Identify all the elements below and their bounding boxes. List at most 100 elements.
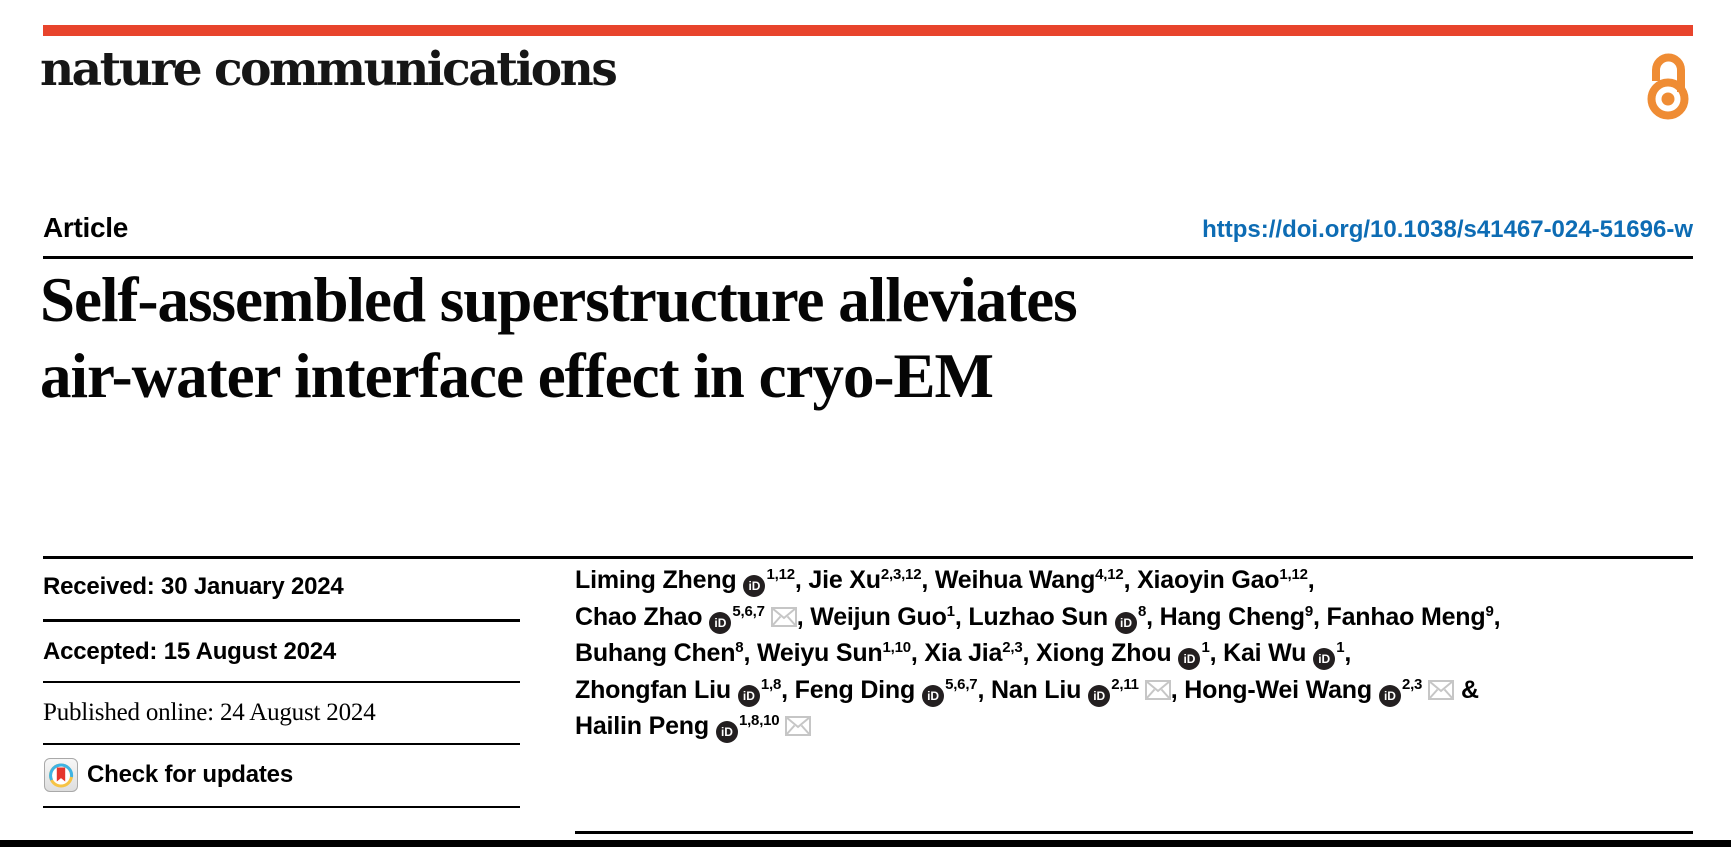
affiliation-superscript: 1,10: [882, 639, 912, 656]
author-name: Zhongfan Liu: [575, 675, 731, 704]
timeline-divider: [43, 806, 520, 808]
timeline-divider: [43, 619, 520, 622]
orcid-icon[interactable]: iD: [922, 684, 945, 707]
article-title: Self-assembled superstructure alleviates…: [40, 262, 1600, 414]
affiliation-superscript: 1,12: [1279, 566, 1308, 583]
author: Xiaoyin Gao1,12,: [1137, 566, 1315, 594]
orcid-icon[interactable]: iD: [1313, 648, 1336, 670]
article-title-line1: Self-assembled superstructure alleviates: [40, 265, 1078, 335]
received-date: Received: 30 January 2024: [43, 573, 344, 600]
author-line: Buhang Chen8, Weiyu Sun1,10, Xia Jia2,3,…: [575, 639, 1700, 676]
author: Weiyu Sun1,10,: [756, 639, 925, 667]
author-name: Hong-Wei Wang: [1184, 675, 1372, 704]
affiliation-superscript: 1: [946, 602, 955, 620]
article-title-line2: air-water interface effect in cryo-EM: [40, 341, 994, 411]
email-icon[interactable]: [770, 605, 797, 634]
affiliation-superscript: 1,8: [760, 675, 782, 693]
open-access-icon: [1641, 44, 1695, 125]
author-name: Nan Liu: [990, 675, 1082, 704]
author-line: Zhongfan Liu iD1,8, Feng Ding iD5,6,7, Nan…: [575, 676, 1700, 713]
journal-logotype: nature communications: [40, 42, 618, 97]
affiliation-superscript: 2,3: [1401, 675, 1423, 693]
author: Weihua Wang4,12,: [934, 566, 1138, 594]
affiliation-superscript: 2,3,12: [880, 566, 922, 583]
orcid-icon[interactable]: iD: [1178, 648, 1201, 670]
timeline-divider: [43, 743, 520, 745]
author-name: Hang Cheng: [1159, 602, 1305, 631]
author-name: Weiyu Sun: [756, 639, 883, 667]
author-line: Hailin Peng iD1,8,10: [575, 712, 1700, 749]
author-name: Weijun Guo: [810, 602, 947, 631]
author: Hong-Wei Wang iD2,3 &: [1184, 675, 1479, 707]
author: Xiong Zhou iD1,: [1036, 639, 1223, 670]
author-line: Chao Zhao iD5,6,7, Weijun Guo1, Luzhao Su…: [575, 603, 1700, 640]
author-name: Weihua Wang: [934, 566, 1096, 594]
affiliation-superscript: 9: [1304, 602, 1314, 620]
orcid-icon[interactable]: iD: [715, 721, 738, 743]
affiliation-superscript: 9: [1485, 602, 1494, 620]
author-line: Liming Zheng iD1,12, Jie Xu2,3,12, Weihua…: [575, 566, 1700, 603]
email-icon[interactable]: [785, 714, 812, 743]
check-for-updates-label: Check for updates: [87, 761, 293, 788]
article-kicker: Article: [43, 212, 129, 243]
author: Nan Liu iD2,11,: [990, 675, 1184, 707]
author-name: Chao Zhao: [575, 602, 703, 631]
affiliation-superscript: 2,11: [1111, 675, 1139, 693]
author-name: Liming Zheng: [575, 566, 737, 594]
author-list: Liming Zheng iD1,12, Jie Xu2,3,12, Weihua…: [575, 566, 1700, 749]
author-name: Buhang Chen: [575, 639, 736, 667]
header-rule: [43, 256, 1693, 259]
author-name: Luzhao Sun: [968, 602, 1108, 631]
orcid-icon[interactable]: iD: [1088, 684, 1111, 707]
author: Fanhao Meng9,: [1326, 602, 1501, 631]
email-icon[interactable]: [1144, 678, 1171, 707]
orcid-icon[interactable]: iD: [743, 575, 766, 597]
orcid-icon[interactable]: iD: [737, 684, 760, 707]
masthead-red-bar: [43, 25, 1693, 36]
orcid-icon[interactable]: iD: [709, 611, 732, 634]
published-date: Published online: 24 August 2024: [43, 699, 376, 726]
affiliation-superscript: 1: [1201, 639, 1210, 656]
author-name: Feng Ding: [794, 675, 916, 704]
orcid-icon[interactable]: iD: [1378, 684, 1401, 707]
author-name: Hailin Peng: [575, 712, 709, 740]
author: Hailin Peng iD1,8,10: [575, 712, 812, 743]
timeline-divider: [43, 681, 520, 683]
author-name: Jie Xu: [808, 566, 881, 594]
author-name: Kai Wu: [1223, 639, 1307, 667]
author: Weijun Guo1,: [810, 602, 969, 631]
author: Kai Wu iD1,: [1223, 639, 1351, 670]
affiliation-superscript: 1,12: [766, 566, 795, 583]
affiliation-superscript: 1: [1336, 639, 1345, 656]
author-name: Fanhao Meng: [1326, 602, 1486, 631]
affiliation-superscript: 8: [1137, 602, 1147, 620]
author-name: Xia Jia: [924, 639, 1003, 667]
author: Hang Cheng9,: [1159, 602, 1327, 631]
author: Luzhao Sun iD8,: [968, 602, 1159, 634]
affiliation-superscript: 4,12: [1095, 566, 1124, 583]
orcid-icon[interactable]: iD: [1114, 611, 1137, 634]
author: Zhongfan Liu iD1,8,: [575, 675, 795, 707]
affiliation-superscript: 5,6,7: [945, 675, 978, 693]
affiliation-superscript: 1,8,10: [738, 712, 780, 729]
author: Chao Zhao iD5,6,7,: [575, 602, 810, 634]
page-bottom-bar: [0, 840, 1731, 847]
authors-bottom-rule: [575, 831, 1693, 834]
author-name: Xiong Zhou: [1036, 639, 1172, 667]
author: Liming Zheng iD1,12,: [575, 566, 808, 597]
affiliation-superscript: 8: [735, 639, 744, 656]
author-name: Xiaoyin Gao: [1137, 566, 1280, 594]
email-icon[interactable]: [1428, 678, 1455, 707]
affiliation-superscript: 2,3: [1002, 639, 1023, 656]
affiliation-superscript: 5,6,7: [732, 602, 765, 620]
author: Buhang Chen8,: [575, 639, 757, 667]
author: Feng Ding iD5,6,7,: [794, 675, 991, 707]
columns-top-rule: [43, 556, 1693, 559]
crossmark-icon[interactable]: [44, 758, 78, 792]
accepted-date: Accepted: 15 August 2024: [43, 638, 337, 665]
author: Xia Jia2,3,: [924, 639, 1036, 667]
author: Jie Xu2,3,12,: [808, 566, 935, 594]
doi-link[interactable]: https://doi.org/10.1038/s41467-024-51696…: [1202, 216, 1693, 243]
check-for-updates-link[interactable]: Check for updates: [44, 757, 521, 793]
